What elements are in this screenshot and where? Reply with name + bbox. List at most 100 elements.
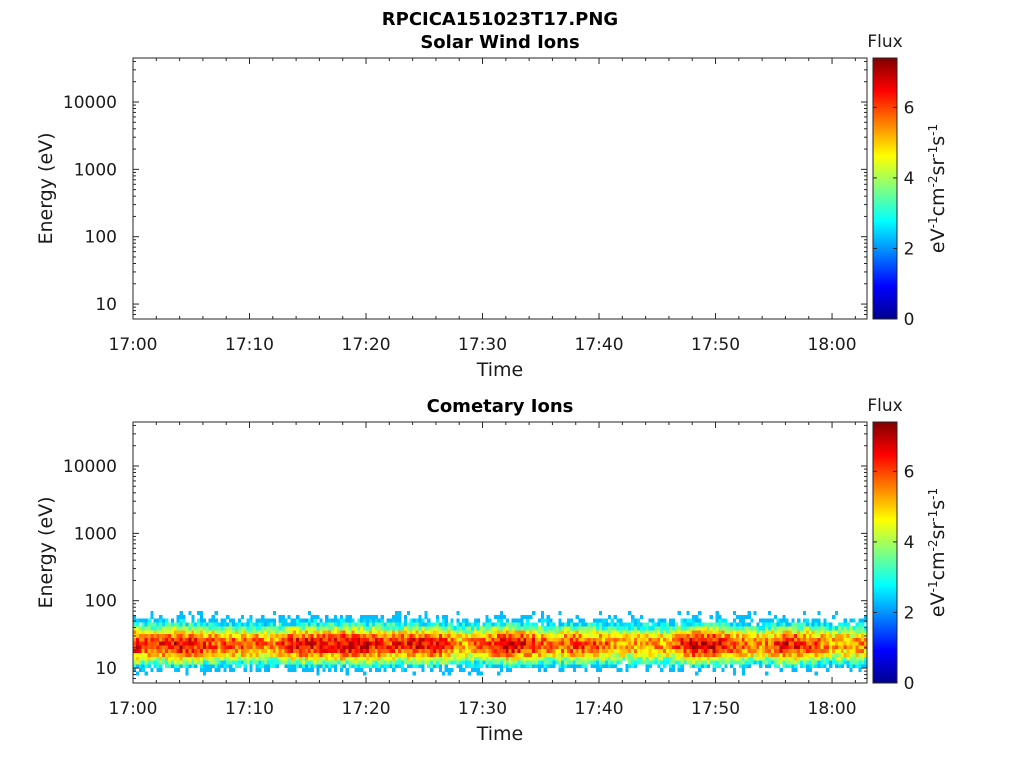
spectrogram-cell <box>596 648 600 653</box>
spectrogram-cell <box>467 645 472 650</box>
spectrogram-cell <box>170 633 175 638</box>
spectrogram-cell <box>540 626 544 631</box>
spectrogram-cell <box>269 641 274 646</box>
spectrogram-cell <box>214 656 218 661</box>
spectrogram-cell <box>398 633 402 638</box>
spectrogram-cell <box>345 633 349 638</box>
spectrogram-cell <box>663 645 667 650</box>
spectrogram-cell <box>631 648 635 653</box>
spectrogram-cell <box>718 614 722 619</box>
spectrogram-cell <box>843 641 847 646</box>
spectrogram-cell <box>328 641 332 646</box>
spectrogram-cell <box>721 648 725 653</box>
spectrogram-cell <box>290 622 294 627</box>
spectrogram-cell <box>581 656 585 661</box>
spectrogram-cell <box>476 660 480 665</box>
spectrogram-cell <box>782 633 786 638</box>
spectrogram-cell <box>817 629 821 635</box>
spectrogram-cell <box>185 664 189 669</box>
spectrogram-cell <box>808 637 812 642</box>
spectrogram-cell <box>357 626 361 631</box>
spectrogram-cell <box>537 652 542 657</box>
spectrogram-cell <box>532 626 536 631</box>
spectrogram-cell <box>357 660 361 665</box>
spectrogram-cell <box>316 641 320 646</box>
spectrogram-cell <box>756 660 760 665</box>
spectrogram-cell <box>645 667 649 672</box>
spectrogram-cell <box>476 641 480 646</box>
spectrogram-cell <box>753 656 757 661</box>
spectrogram-cell <box>680 633 684 638</box>
spectrogram-cell <box>485 641 489 646</box>
spectrogram-cell <box>625 641 629 646</box>
spectrogram-cell <box>438 626 443 631</box>
spectrogram-cell <box>322 652 326 657</box>
spectrogram-cell <box>348 629 352 635</box>
spectrogram-cell <box>497 656 501 661</box>
spectrogram-cell <box>331 656 335 661</box>
spectrogram-cell <box>412 671 416 676</box>
spectrogram-cell <box>217 660 221 665</box>
spectrogram-cell <box>179 629 183 635</box>
spectrogram-cell <box>465 645 469 650</box>
spectrogram-cell <box>712 629 716 635</box>
spectrogram-cell <box>147 626 151 631</box>
spectrogram-cell <box>823 660 827 665</box>
spectrogram-cell <box>258 629 262 635</box>
spectrogram-cell <box>683 660 687 665</box>
spectrogram-cell <box>199 611 204 616</box>
spectrogram-cell <box>310 641 314 646</box>
spectrogram-cell <box>162 633 166 638</box>
spectrogram-cell <box>482 652 486 657</box>
spectrogram-cell <box>342 633 346 638</box>
spectrogram-cell <box>447 645 451 650</box>
spectrogram-cell <box>514 652 518 657</box>
spectrogram-cell <box>470 645 475 650</box>
spectrogram-cell <box>441 652 445 657</box>
spectrogram-cell <box>561 641 565 646</box>
spectrogram-cell <box>639 626 644 631</box>
spectrogram-cell <box>138 667 143 672</box>
spectrogram-cell <box>360 652 364 657</box>
spectrogram-cell <box>377 667 381 672</box>
spectrogram-cell <box>692 664 696 669</box>
spectrogram-cell <box>706 652 711 657</box>
spectrogram-cell <box>549 633 553 638</box>
spectrogram-cell <box>797 656 801 661</box>
spectrogram-cell <box>572 664 577 669</box>
spectrogram-cell <box>328 618 332 623</box>
spectrogram-cell <box>601 626 606 631</box>
spectrogram-cell <box>264 629 268 635</box>
spectrogram-cell <box>418 637 422 642</box>
spectrogram-cells <box>133 611 868 676</box>
spectrogram-cell <box>601 637 606 642</box>
spectrogram-cell <box>424 629 428 635</box>
spectrogram-cell <box>133 664 137 669</box>
spectrogram-cell <box>497 618 501 623</box>
spectrogram-cell <box>360 629 364 635</box>
spectrogram-cell <box>336 641 341 646</box>
spectrogram-cell <box>363 641 367 646</box>
spectrogram-cell <box>325 633 329 638</box>
spectrogram-cell <box>505 664 510 669</box>
spectrogram-cell <box>301 652 306 657</box>
spectrogram-cell <box>165 652 169 657</box>
spectrogram-cell <box>237 637 242 642</box>
spectrogram-cell <box>596 660 600 665</box>
spectrogram-cell <box>546 637 550 642</box>
spectrogram-cell <box>814 664 818 669</box>
spectrogram-cell <box>331 637 335 642</box>
spectrogram-cell <box>572 645 577 650</box>
spectrogram-cell <box>599 611 603 616</box>
spectrogram-cell <box>162 660 166 665</box>
spectrogram-cell <box>596 618 600 623</box>
colorbar <box>872 57 898 320</box>
spectrogram-cell <box>156 645 160 650</box>
spectrogram-cell <box>202 671 207 676</box>
spectrogram-cell <box>194 660 198 665</box>
spectrogram-cell <box>368 645 373 650</box>
spectrogram-cell <box>441 614 445 619</box>
spectrogram-cell <box>156 629 160 635</box>
spectrogram-cell <box>199 656 204 661</box>
spectrogram-cell <box>331 618 335 623</box>
